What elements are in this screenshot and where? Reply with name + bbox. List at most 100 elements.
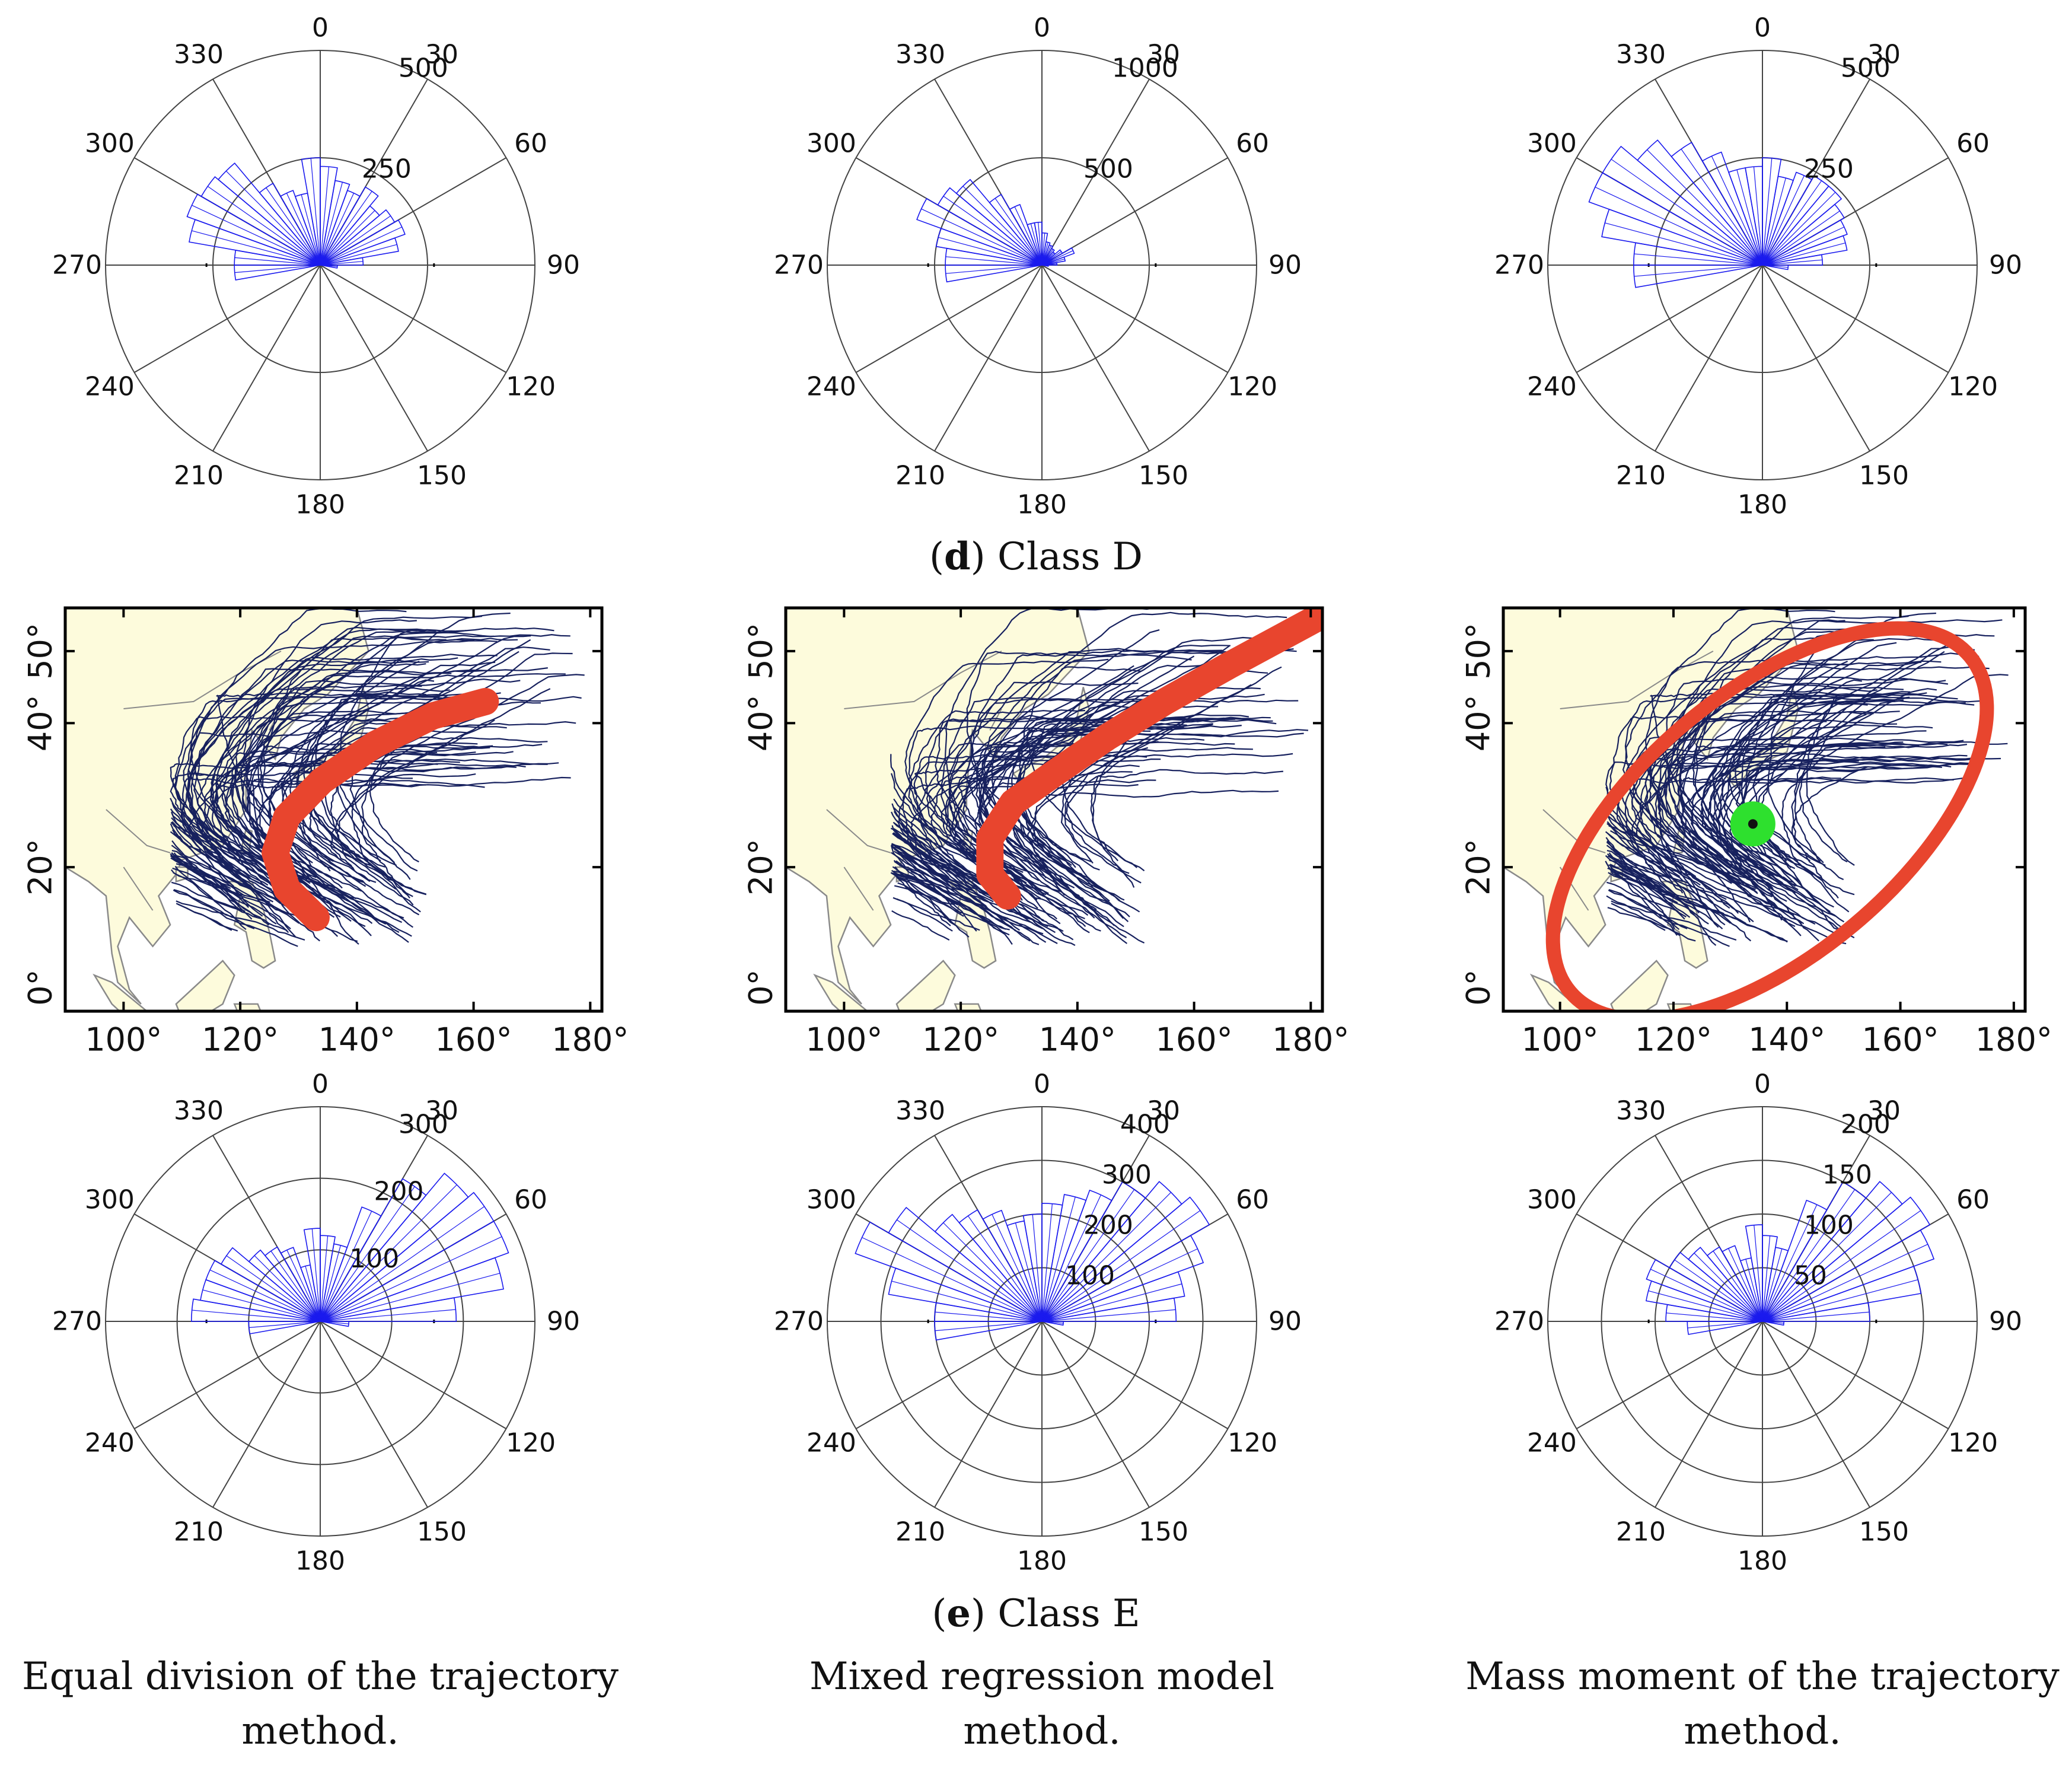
polar-spoke xyxy=(855,1321,1043,1429)
rose-bin-radial xyxy=(192,1310,321,1322)
polar-ring-label: 500 xyxy=(1083,154,1133,184)
rose-bin xyxy=(280,1247,321,1322)
x-tick-label: 100° xyxy=(805,1021,882,1059)
rose-bin-radial xyxy=(320,1186,415,1322)
rose-bin-radial xyxy=(254,1255,321,1322)
y-tick-label: 0° xyxy=(22,969,59,1005)
rose-bin xyxy=(320,1191,495,1322)
track-line xyxy=(1611,903,1666,931)
polar-angle-label: 0 xyxy=(1754,13,1771,43)
y-tick-label: 50° xyxy=(742,623,780,680)
polar-angle-label: 330 xyxy=(895,1095,945,1126)
polar-spoke xyxy=(1041,1321,1229,1429)
track-line xyxy=(891,825,952,887)
polar-ring-label: 100 xyxy=(1804,1210,1854,1240)
y-tick-label: 40° xyxy=(742,694,780,751)
land-mass xyxy=(1529,973,1584,1011)
rose-bin-radial xyxy=(320,210,375,266)
track-line xyxy=(336,719,495,906)
rose-bin-radial xyxy=(945,265,1043,274)
polar-ring-label: 300 xyxy=(399,1109,448,1139)
rose-bin-radial xyxy=(1762,1191,1892,1322)
polar-angle-label: 60 xyxy=(1956,1185,1990,1215)
rose-bin xyxy=(1762,175,1829,266)
polar-angle-label: 330 xyxy=(174,1095,224,1126)
land-mass xyxy=(227,881,276,969)
track-line xyxy=(1745,759,1928,868)
polar-angle-label: 0 xyxy=(1034,1069,1050,1100)
polar-chart-6: 0 30 60 90 120 150 180 210 240 270 300 330 100 200 300 xyxy=(52,1069,580,1576)
rose-bin xyxy=(1041,1181,1146,1322)
x-tick-label: 120° xyxy=(1635,1021,1712,1059)
x-tick-label: 100° xyxy=(85,1021,162,1059)
rose-bin xyxy=(989,193,1043,266)
rose-bin-radial xyxy=(1762,242,1846,266)
rose-bin-radial xyxy=(1595,186,1763,266)
track-line xyxy=(913,754,1147,872)
polar-spoke xyxy=(1576,1321,1763,1429)
polar-angle-label: 120 xyxy=(1228,372,1277,402)
track-line xyxy=(1027,718,1236,910)
track-line xyxy=(1717,762,1977,942)
rose-bin-radial xyxy=(301,194,321,266)
polar-angle-label: 210 xyxy=(174,1517,224,1547)
rose-bin-radial xyxy=(1041,1248,1198,1322)
rose-bin-radial xyxy=(943,196,1043,266)
polar-ring-label: 1000 xyxy=(1112,53,1178,83)
track-line xyxy=(1607,907,1696,942)
rose-bin-radial xyxy=(320,1273,501,1322)
polar-ring-label: 250 xyxy=(362,154,412,184)
track-line xyxy=(891,846,1013,945)
polar-angle-label: 300 xyxy=(85,129,135,159)
polar-spoke xyxy=(1041,265,1150,452)
rose-bin xyxy=(1669,1251,1763,1322)
polar-angle-label: 300 xyxy=(807,129,856,159)
rose-bin-radial xyxy=(207,186,321,266)
polar-angle-label: 240 xyxy=(85,1428,135,1458)
x-tick-label: 160° xyxy=(1156,1021,1233,1059)
polar-angle-label: 240 xyxy=(807,372,856,402)
track-line xyxy=(170,808,247,878)
x-tick-label: 160° xyxy=(1862,1021,1939,1059)
map-frame xyxy=(63,606,604,1013)
polar-angle-label: 240 xyxy=(1527,1428,1577,1458)
track-line xyxy=(1793,766,1869,881)
rose-bin xyxy=(958,1209,1043,1322)
polar-angle-label: 120 xyxy=(506,372,556,402)
center-trajectory xyxy=(262,687,499,932)
border-line xyxy=(123,866,154,911)
rose-bin-radial xyxy=(921,208,1043,266)
polar-ring-label: 400 xyxy=(1120,1109,1170,1139)
polar-angle-label: 210 xyxy=(174,461,224,491)
center-trajectory xyxy=(976,608,1322,910)
polar-angle-label: 150 xyxy=(1859,1517,1909,1547)
polar-angle-label: 240 xyxy=(1527,372,1577,402)
track-line xyxy=(891,910,950,941)
polar-angle-label: 120 xyxy=(1948,372,1998,402)
track-line xyxy=(970,653,1192,902)
polar-angle-label: 180 xyxy=(1017,1546,1067,1576)
rose-bin xyxy=(955,179,1043,266)
x-tick-label: 140° xyxy=(1039,1021,1116,1059)
track-line xyxy=(1606,832,1780,910)
rose-bin-radial xyxy=(1762,211,1840,266)
rose-bin-radial xyxy=(935,1321,1043,1331)
border-line xyxy=(844,651,1002,709)
track-line xyxy=(351,674,585,876)
land-mass xyxy=(93,973,148,1011)
rose-bin-radial xyxy=(226,1255,321,1322)
rose-bin-radial xyxy=(192,205,321,266)
rose-bin xyxy=(320,1297,457,1322)
polar-ring-label: 150 xyxy=(1822,1159,1872,1190)
track-line xyxy=(171,881,246,912)
track-line xyxy=(267,646,550,883)
polar-ring-label: 500 xyxy=(1841,53,1891,83)
land-mass xyxy=(813,973,869,1011)
rose-bin-radial xyxy=(1687,1321,1763,1328)
track-line xyxy=(892,846,977,932)
y-tick-label: 20° xyxy=(1460,839,1497,896)
track-line xyxy=(297,638,518,866)
track-line xyxy=(895,872,955,891)
rose-bin xyxy=(1041,247,1075,266)
polar-angle-label: 330 xyxy=(1616,39,1666,69)
